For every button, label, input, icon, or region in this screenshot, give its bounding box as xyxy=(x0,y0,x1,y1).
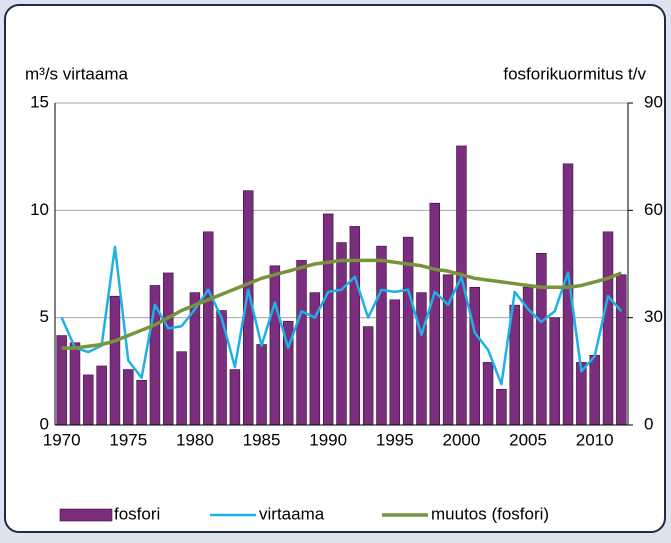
x-tick-label: 2000 xyxy=(443,430,481,449)
bar xyxy=(69,342,81,426)
bar xyxy=(229,369,241,426)
bar xyxy=(589,354,600,426)
x-tick-label: 1995 xyxy=(376,430,414,449)
x-tick-label: 1980 xyxy=(176,430,214,449)
y-tick-label: 10 xyxy=(30,200,49,219)
bar xyxy=(349,226,361,426)
y-tick-label: 15 xyxy=(30,92,49,111)
y-tick-label: 0 xyxy=(40,414,49,433)
bar xyxy=(469,286,480,426)
bar xyxy=(269,265,281,426)
bar xyxy=(536,252,547,426)
bar xyxy=(416,292,427,426)
y2-tick-label: 90 xyxy=(644,92,663,111)
bar xyxy=(296,260,307,426)
bar xyxy=(376,245,387,426)
bar xyxy=(362,326,374,426)
bar xyxy=(123,369,134,426)
bar xyxy=(496,388,507,426)
line-series xyxy=(60,245,623,386)
legend-label: muutos (fosfori) xyxy=(431,504,549,523)
legend-label: fosfori xyxy=(114,504,160,523)
y2-tick-label: 0 xyxy=(644,414,653,433)
x-tick-label: 2005 xyxy=(509,430,547,449)
bar xyxy=(109,295,121,426)
bar xyxy=(83,374,94,426)
bar xyxy=(96,365,107,426)
bar xyxy=(549,317,560,426)
legend-label: virtaama xyxy=(259,504,325,523)
bar xyxy=(203,231,214,426)
bar xyxy=(136,379,147,426)
y-axis-title: m³/s virtaama xyxy=(25,64,129,83)
bar xyxy=(176,351,187,426)
y2-tick-label: 60 xyxy=(644,200,663,219)
bar xyxy=(256,344,267,426)
bar xyxy=(429,202,441,426)
bar xyxy=(616,274,627,426)
x-tick-label: 1985 xyxy=(243,430,281,449)
y-tick-label: 5 xyxy=(40,307,49,326)
x-tick-label: 1970 xyxy=(43,430,81,449)
x-tick-label: 2010 xyxy=(576,430,614,449)
bar xyxy=(602,231,614,426)
x-tick-label: 1975 xyxy=(109,430,147,449)
bar xyxy=(336,242,347,426)
y2-axis-title: fosforikuormitus t/v xyxy=(503,64,646,83)
bar xyxy=(389,299,401,426)
bar xyxy=(163,272,174,426)
bar xyxy=(482,362,494,426)
legend-swatch xyxy=(59,508,113,522)
y2-tick-label: 30 xyxy=(644,307,663,326)
line-series xyxy=(61,258,622,350)
x-tick-label: 1990 xyxy=(309,430,347,449)
bar xyxy=(322,213,334,426)
